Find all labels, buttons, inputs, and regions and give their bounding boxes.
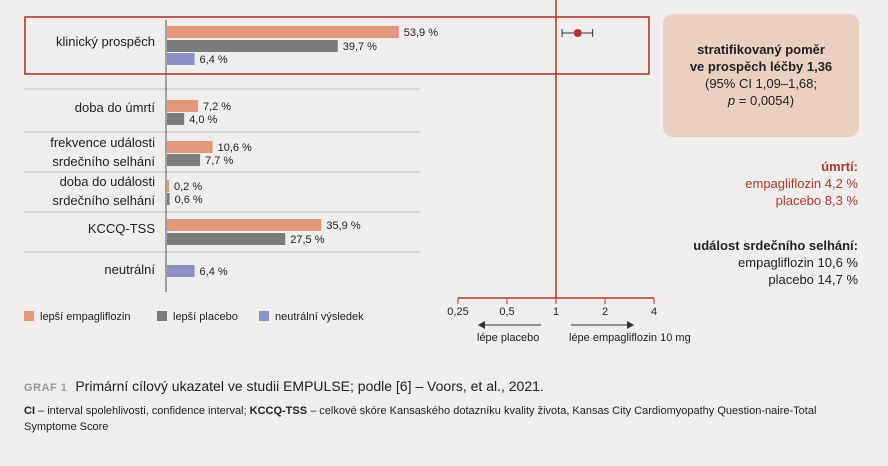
bar-value-label: 0,6 % <box>175 194 203 206</box>
forest-tick-label: 0,5 <box>499 306 514 318</box>
forest-tick-label: 0,25 <box>447 306 468 318</box>
death-empa: empagliflozin 4,2 % <box>745 176 858 191</box>
bar-value-label: 7,7 % <box>205 155 233 167</box>
death-placebo: placebo 8,3 % <box>775 193 858 208</box>
bar-value-label: 0,2 % <box>174 181 202 193</box>
bar-value-label: 39,7 % <box>343 41 377 53</box>
arrow-right-head <box>627 321 634 329</box>
bar-value-label: 6,4 % <box>200 54 228 66</box>
kccq-text: – celkové skóre Kansaského dotazníku kva… <box>24 405 817 433</box>
category-label-doba-do-umrti: doba do úmrtí <box>75 100 156 115</box>
category-label-klinicky-prospech: klinický prospěch <box>56 34 155 49</box>
hf-event-stats: událost srdečního selhání: empagliflozin… <box>693 237 858 288</box>
bar-value-label: 27,5 % <box>290 234 324 246</box>
figure-title: Primární cílový ukazatel ve studii EMPUL… <box>75 378 544 394</box>
category-label-neutralni: neutrální <box>104 262 155 277</box>
ratio-line-3: (95% CI 1,09–1,68; <box>704 76 818 91</box>
ci-abbr: CI <box>24 405 35 417</box>
category-label-frekvence-udalosti: frekvence události <box>50 135 155 150</box>
figure-tag: GRAF 1 <box>24 382 68 394</box>
bar-klinicky-prospech-series-2 <box>167 53 195 65</box>
arrow-left-label: lépe placebo <box>477 332 539 344</box>
bar-neutralni-series-2 <box>167 265 195 277</box>
highlight-box <box>24 16 650 75</box>
bar-value-label: 53,9 % <box>404 27 438 39</box>
death-heading: úmrtí: <box>821 159 858 174</box>
bar-kccq-tss-series-0 <box>167 219 322 231</box>
arrow-right-label: lépe empagliflozin 10 mg <box>569 332 691 344</box>
bar-value-label: 4,0 % <box>189 114 217 126</box>
forest-tick-label: 1 <box>553 306 559 318</box>
bar-value-label: 6,4 % <box>200 266 228 278</box>
ci-text: – interval spolehlivosti, confidence int… <box>35 405 250 417</box>
forest-tick-label: 4 <box>651 306 657 318</box>
bar-klinicky-prospech-series-0 <box>167 26 399 38</box>
figure-caption: GRAF 1 Primární cílový ukazatel ve studii… <box>24 378 544 394</box>
category-label-kccq-tss: KCCQ-TSS <box>88 221 156 236</box>
ratio-line-2: ve prospěch léčby 1,36 <box>689 59 833 74</box>
p-value: = 0,0054) <box>735 93 795 108</box>
forest-point-estimate <box>573 29 582 37</box>
bar-doba-do-umrti-series-0 <box>167 100 198 112</box>
legend-swatch-1 <box>157 311 167 321</box>
legend-label-0: lepší empagliflozin <box>40 311 131 323</box>
category-label-frekvence-udalosti: srdečního selhání <box>52 154 155 169</box>
bar-frekvence-udalosti-series-1 <box>167 154 201 166</box>
p-symbol: p <box>727 93 736 108</box>
death-stats: úmrtí: empagliflozin 4,2 % placebo 8,3 % <box>745 158 858 209</box>
bar-value-label: 10,6 % <box>218 142 252 154</box>
bar-value-label: 35,9 % <box>326 220 360 232</box>
hf-event-heading: událost srdečního selhání: <box>693 238 858 253</box>
ratio-line-4: p = 0,0054) <box>663 92 859 109</box>
hf-event-placebo: placebo 14,7 % <box>768 272 858 287</box>
arrow-left-head <box>478 321 485 329</box>
legend-label-2: neutrální výsledek <box>275 311 364 323</box>
ratio-line-1: stratifikovaný poměr <box>697 42 825 57</box>
bar-doba-do-udalosti-series-1 <box>167 193 170 205</box>
bar-frekvence-udalosti-series-0 <box>167 141 213 153</box>
bar-kccq-tss-series-1 <box>167 233 286 245</box>
category-label-doba-do-udalosti: doba do události <box>60 174 156 189</box>
hf-event-empa: empagliflozin 10,6 % <box>738 255 858 270</box>
kccq-abbr: KCCQ-TSS <box>249 405 308 417</box>
legend-swatch-2 <box>259 311 269 321</box>
legend-swatch-0 <box>24 311 34 321</box>
forest-tick-label: 2 <box>602 306 608 318</box>
bar-klinicky-prospech-series-1 <box>167 40 338 52</box>
bar-value-label: 7,2 % <box>203 101 231 113</box>
hazard-ratio-box: stratifikovaný poměr ve prospěch léčby 1… <box>663 14 859 137</box>
abbreviation-note: CI – interval spolehlivosti, confidence … <box>24 403 864 435</box>
bar-doba-do-umrti-series-1 <box>167 113 185 125</box>
category-label-doba-do-udalosti: srdečního selhání <box>52 193 155 208</box>
bar-doba-do-udalosti-series-0 <box>167 180 169 192</box>
legend-label-1: lepší placebo <box>173 311 238 323</box>
